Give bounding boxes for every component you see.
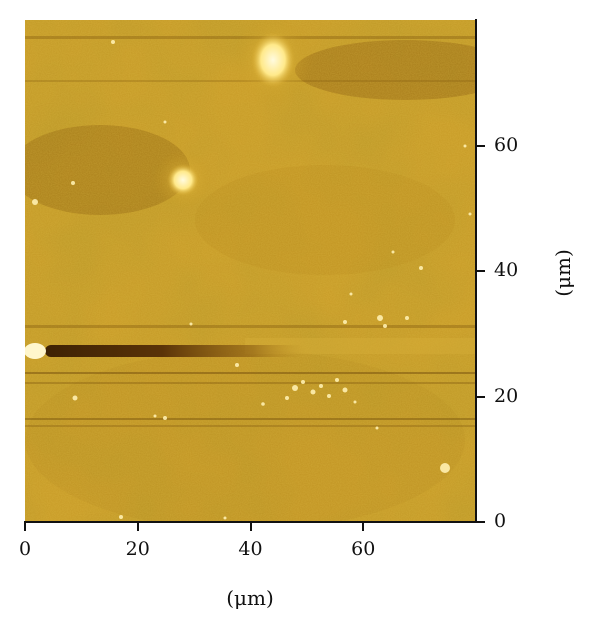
y-tick-label: 0 — [494, 510, 507, 532]
x-tick-mark — [136, 523, 139, 531]
x-tick-label: 60 — [351, 538, 376, 560]
x-tick-label: 0 — [18, 538, 32, 560]
x-axis-title: (μm) — [226, 586, 274, 610]
y-tick-mark — [477, 270, 485, 272]
x-tick-mark — [362, 523, 365, 531]
y-tick-mark — [477, 144, 485, 147]
x-axis-line — [24, 521, 477, 523]
y-axis-title: (μm) — [551, 249, 575, 297]
afm-micrograph — [25, 20, 476, 522]
y-tick-label: 20 — [494, 384, 519, 407]
x-tick-mark — [249, 523, 252, 531]
y-tick-label: 40 — [494, 259, 519, 281]
x-tick-label: 40 — [238, 538, 263, 560]
x-tick-label: 20 — [125, 538, 150, 560]
x-tick-mark — [24, 523, 26, 531]
y-axis-line — [475, 19, 477, 523]
y-tick-label: 60 — [494, 133, 519, 156]
y-tick-mark — [477, 395, 485, 398]
y-tick-mark — [477, 521, 485, 523]
